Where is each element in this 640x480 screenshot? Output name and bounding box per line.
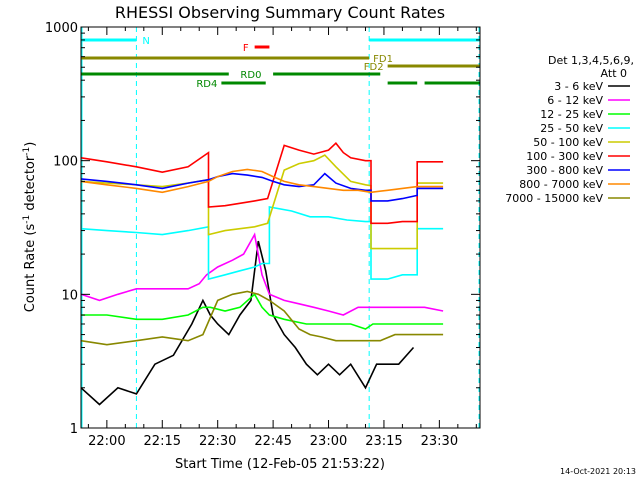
- y-tick-label: 100: [53, 155, 78, 170]
- series-line: [80, 206, 444, 281]
- flag-label: N: [142, 36, 149, 47]
- legend-label: 6 - 12 keV: [547, 94, 603, 107]
- plot-frame: [80, 26, 481, 429]
- y-tick-label: 1000: [45, 21, 78, 36]
- y-tick-label: 10: [61, 288, 78, 303]
- legend-label: 100 - 300 keV: [526, 150, 603, 163]
- y-label-end: ): [23, 142, 38, 147]
- series-line: [80, 232, 444, 316]
- y-tick-label: 1: [70, 422, 78, 437]
- y-axis-label: Count Rate (s-1 detector-1): [22, 142, 38, 313]
- x-tick-label: 22:30: [199, 434, 236, 449]
- legend-label: 300 - 800 keV: [526, 164, 603, 177]
- x-tick-label: 23:30: [421, 434, 458, 449]
- legend-label: 25 - 50 keV: [540, 122, 603, 135]
- y-label-sup1: -1: [22, 215, 32, 224]
- series-line: [80, 154, 444, 250]
- series-line: [80, 240, 415, 406]
- y-label-mid: detector: [23, 155, 38, 215]
- chart-title: RHESSI Observing Summary Count Rates: [115, 3, 445, 22]
- series-line: [81, 293, 444, 330]
- legend-label: 50 - 100 keV: [533, 136, 603, 149]
- series-line: [80, 142, 444, 225]
- y-label-main: Count Rate (s: [23, 224, 38, 313]
- flag-label: F: [243, 43, 249, 54]
- legend-label: 800 - 7000 keV: [519, 178, 603, 191]
- flag-label: FD1: [373, 54, 393, 65]
- x-tick-label: 22:15: [144, 434, 181, 449]
- x-tick-label: 23:15: [365, 434, 402, 449]
- series-line: [80, 290, 444, 346]
- series-line: [80, 172, 444, 202]
- flag-label: FD2: [364, 62, 384, 73]
- legend-label: 3 - 6 keV: [554, 80, 603, 93]
- legend-header-attenuator: Att 0: [601, 67, 627, 80]
- series-line: [80, 168, 444, 194]
- x-axis: 22:00 22:15 22:30 22:45 23:00 23:15 23:30: [87, 27, 477, 449]
- night-markers: [81, 27, 480, 428]
- legend-label: 7000 - 15000 keV: [505, 192, 603, 205]
- legend-header-detectors: Det 1,3,4,5,6,9,: [548, 54, 634, 67]
- x-tick-label: 23:00: [310, 434, 347, 449]
- x-tick-label: 22:45: [254, 434, 291, 449]
- x-tick-label: 22:00: [88, 434, 125, 449]
- y-axis: 1 10 100 1000: [45, 21, 480, 437]
- x-axis-label: Start Time (12-Feb-05 21:53:22): [175, 457, 385, 472]
- flag-label: RD0: [240, 70, 261, 81]
- y-label-sup2: -1: [22, 147, 32, 156]
- legend-label: 12 - 25 keV: [540, 108, 603, 121]
- flag-label: RD4: [196, 79, 217, 90]
- date-stamp: 14-Oct-2021 20:13: [560, 467, 636, 476]
- series-lines: [80, 142, 444, 406]
